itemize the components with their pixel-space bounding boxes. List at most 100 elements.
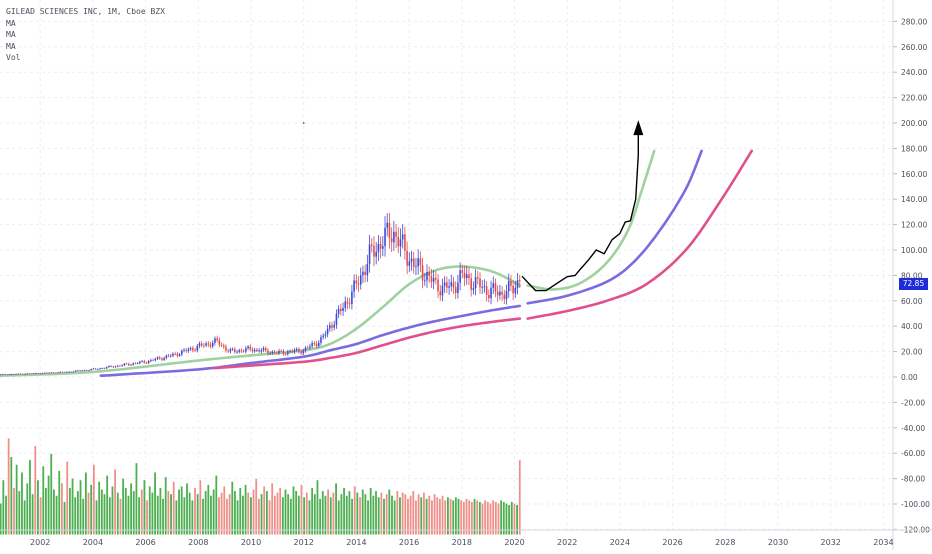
candle-body (234, 349, 236, 352)
candle-body (362, 271, 364, 276)
volume-bar (47, 475, 50, 535)
candle-body (465, 274, 468, 279)
candle-body (136, 363, 139, 365)
candle-body (366, 263, 369, 276)
candle-body (130, 364, 132, 366)
candle-body (227, 350, 229, 352)
legend-volume[interactable]: Vol (6, 53, 21, 62)
candle-body (26, 373, 28, 375)
projection-arrow-head (633, 120, 644, 136)
volume-bar (444, 500, 447, 535)
candle-body (267, 350, 269, 354)
volume-bar (516, 505, 519, 535)
volume-bar (305, 492, 308, 535)
candle-body (306, 347, 309, 349)
candle-body (192, 348, 194, 351)
candle-body (229, 349, 232, 352)
candle-body (236, 351, 238, 353)
volume-bar (58, 470, 61, 535)
volume-bar (95, 500, 98, 535)
candle-body (194, 350, 196, 351)
volume-bar (518, 460, 521, 535)
candle-body (141, 361, 143, 362)
volume-bar (42, 466, 45, 535)
volume-bar (247, 492, 250, 535)
volume-bar (199, 480, 202, 535)
volume-bar (470, 501, 473, 535)
volume-bar (63, 501, 66, 535)
candle-body (344, 301, 347, 308)
candle-body (415, 266, 417, 268)
volume-bar (337, 500, 340, 535)
candle-body (77, 370, 79, 372)
candle-body (377, 244, 380, 253)
volume-bar (37, 480, 39, 535)
ma-projection-2 (526, 149, 703, 305)
candle-body (110, 365, 112, 367)
volume-bar (359, 497, 361, 535)
candle-body (419, 258, 422, 266)
legend: GILEAD SCIENCES INC, 1M, Cboe BZX MA MA … (6, 6, 165, 64)
volume-bar (332, 492, 335, 535)
candle-body (309, 346, 311, 348)
volume-bar (175, 500, 178, 535)
volume-bar (100, 489, 103, 535)
candle-body (410, 258, 413, 262)
candle-body (324, 334, 327, 336)
candle-body (503, 294, 506, 300)
legend-ma-1[interactable]: MA (6, 18, 16, 28)
volume-bar (154, 472, 156, 535)
candle-body (86, 370, 88, 371)
volume-bar (191, 500, 194, 535)
volume-bar (15, 464, 18, 535)
candle-body (242, 351, 245, 352)
volume-bar (412, 491, 415, 535)
volume-bar (5, 495, 7, 535)
price-axis[interactable]: 280.00 260.00 240.00 220.00 200.00 180.00 160.… (892, 0, 930, 550)
time-axis[interactable]: 2002 2004 2006 2008 2010 2012 2014 2016 2018 2020… (0, 529, 932, 547)
volume-bar (207, 484, 210, 535)
volume-bar (53, 489, 55, 535)
candle-body (287, 351, 289, 355)
candle-body (450, 282, 453, 287)
volume-bar (23, 500, 26, 535)
volume-bars (0, 438, 521, 535)
candle-body (335, 313, 338, 325)
drawing-dot (302, 122, 305, 124)
volume-bar (13, 487, 15, 535)
volume-bar (92, 464, 95, 535)
candle-body (472, 288, 475, 290)
symbol-title[interactable]: GILEAD SCIENCES INC, 1M, Cboe BZX (6, 7, 165, 16)
candle-body (103, 368, 106, 370)
ma-line-1 (0, 265, 522, 377)
volume-bar (0, 503, 2, 535)
candle-body (430, 275, 433, 282)
legend-ma-3[interactable]: MA (6, 41, 16, 51)
volume-bar (393, 500, 396, 535)
candle-body (273, 351, 276, 353)
volume-bar (194, 487, 196, 535)
volume-bar (196, 494, 199, 535)
candle-body (13, 373, 15, 375)
volume-bar (351, 498, 353, 535)
candle-body (488, 294, 490, 299)
projection-arrow-line (521, 132, 639, 292)
volume-bar (420, 497, 423, 535)
volume-bar (380, 492, 383, 535)
candle-body (101, 368, 104, 370)
candle-body (329, 325, 331, 329)
candle-body (485, 286, 488, 295)
legend-ma-2[interactable]: MA (6, 30, 16, 39)
candle-body (446, 282, 448, 288)
candle-body (178, 354, 181, 356)
candle-body (105, 367, 108, 369)
volume-bar (409, 495, 412, 535)
volume-bar (132, 491, 135, 535)
volume-bar (476, 500, 479, 535)
candle-body (353, 280, 355, 292)
candle-body (108, 365, 110, 368)
volume-bar (55, 495, 58, 535)
volume-bar (119, 498, 122, 535)
